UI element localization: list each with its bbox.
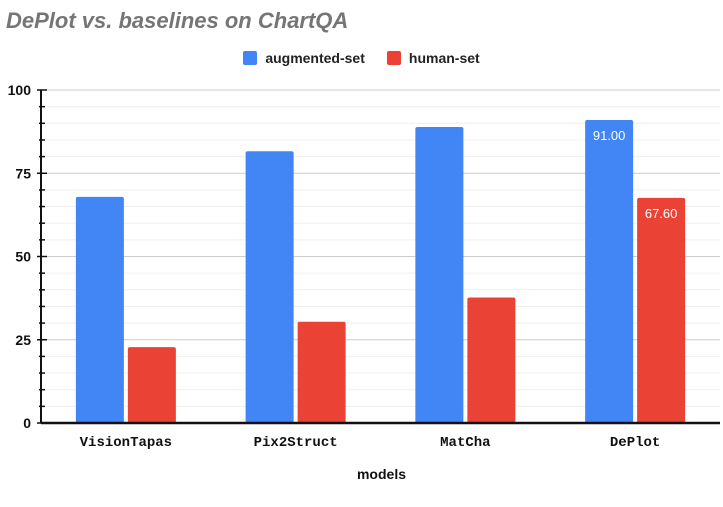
x-tick-label: DePlot	[610, 435, 660, 451]
y-tick-label: 75	[15, 165, 31, 181]
x-tick-label: VisionTapas	[80, 435, 172, 451]
bar-visiontapas-human-set	[127, 347, 176, 423]
x-tick-label: Pix2Struct	[254, 435, 338, 451]
chart-title: DePlot vs. baselines on ChartQA	[6, 8, 349, 33]
x-axis-label: models	[356, 466, 406, 482]
bar-matcha-augmented-set	[415, 126, 464, 423]
bar-pix2struct-human-set	[297, 321, 346, 423]
legend-item-augmented: augmented-set	[243, 50, 365, 66]
bar-deplot-human-set	[637, 197, 686, 423]
legend-label-augmented: augmented-set	[265, 50, 365, 66]
y-tick-label: 25	[15, 332, 31, 348]
data-label: 91.00	[593, 128, 626, 143]
bar-visiontapas-augmented-set	[75, 196, 124, 423]
y-tick-label: 0	[23, 415, 31, 431]
legend-swatch-human	[386, 51, 401, 65]
bar-matcha-human-set	[467, 297, 516, 423]
bar-pix2struct-augmented-set	[245, 151, 294, 423]
bar-deplot-augmented-set	[585, 119, 634, 423]
legend: augmented-set human-set	[0, 50, 723, 66]
x-tick-label: MatCha	[440, 435, 491, 451]
y-tick-label: 50	[15, 249, 31, 265]
legend-label-human: human-set	[408, 50, 480, 66]
data-label: 67.60	[645, 206, 678, 221]
legend-swatch-augmented	[243, 51, 258, 65]
y-tick-label: 100	[8, 82, 32, 98]
legend-item-human: human-set	[386, 50, 480, 66]
